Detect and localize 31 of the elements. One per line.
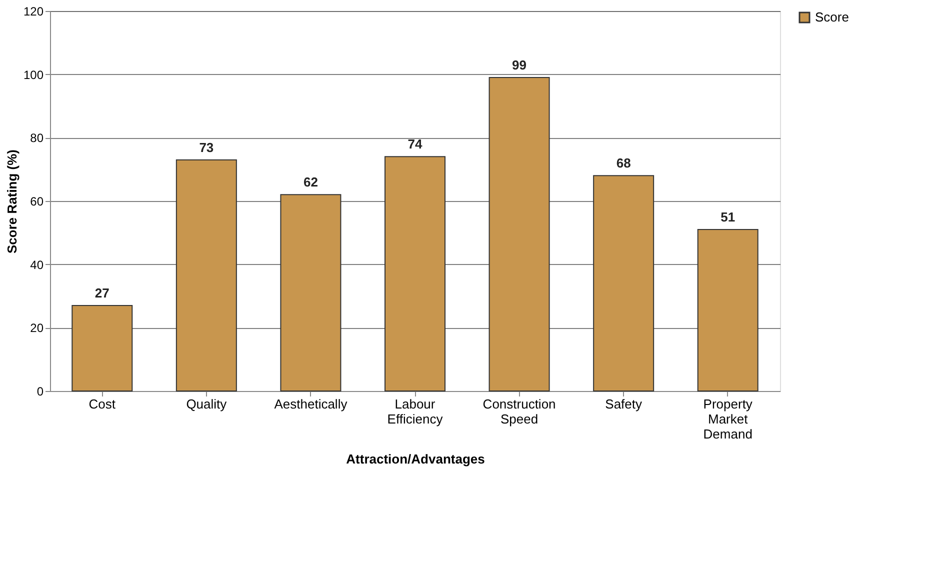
- x-tick-label: Quality: [186, 396, 228, 412]
- bar: [72, 305, 133, 392]
- bar: [697, 229, 758, 392]
- bar: [280, 194, 342, 392]
- y-tick-label: 40: [30, 258, 44, 272]
- data-label: 27: [94, 286, 110, 300]
- x-tick-label: Construction Speed: [482, 396, 556, 426]
- y-tick-label: 120: [23, 4, 44, 18]
- y-axis-title: Score Rating (%): [4, 149, 20, 254]
- bar: [176, 159, 237, 392]
- x-tick-label: Property Market Demand: [703, 396, 753, 442]
- y-tick-label: 0: [36, 384, 44, 398]
- bar: [384, 156, 446, 392]
- x-tick-label: Labour Efficiency: [387, 396, 444, 426]
- y-tick-label: 20: [30, 321, 44, 336]
- data-label: 73: [199, 140, 214, 155]
- y-tick-label: 60: [30, 194, 44, 208]
- x-axis-title: Attraction/Advantages: [346, 452, 485, 466]
- data-label: 62: [303, 174, 318, 190]
- bar: [488, 77, 550, 392]
- data-label: 68: [616, 156, 631, 171]
- x-tick-label: Cost: [88, 396, 116, 412]
- y-tick-label: 80: [30, 131, 44, 146]
- data-label: 51: [720, 210, 736, 224]
- x-tick-label: Aesthetically: [274, 396, 348, 412]
- x-tick-label: Safety: [605, 396, 642, 412]
- y-tick-label: 100: [23, 68, 44, 82]
- bar: [593, 175, 654, 392]
- data-label: 74: [408, 136, 423, 152]
- data-label: 99: [512, 58, 527, 72]
- legend-label: Score: [815, 10, 849, 24]
